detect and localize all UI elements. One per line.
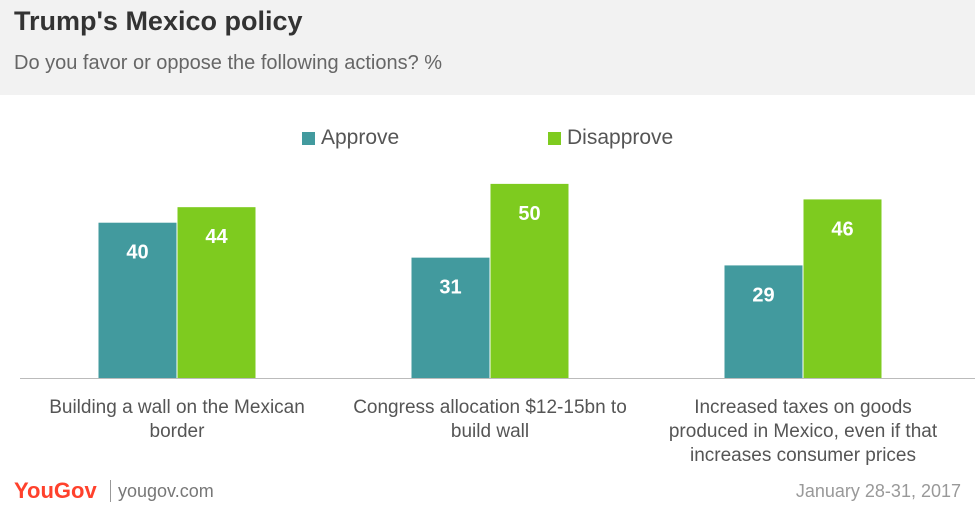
bar-approve-2	[724, 265, 803, 378]
data-label-approve-2: 29	[752, 284, 774, 306]
category-label-line: border	[149, 421, 205, 442]
category-label-2: Increased taxes on goods produced in Mexi…	[648, 396, 958, 468]
bar-disapprove-0	[177, 207, 256, 378]
legend-swatch-approve	[302, 131, 315, 145]
data-label-disapprove-0: 44	[205, 226, 228, 248]
footer-site: yougov.com	[118, 481, 214, 501]
legend-item-disapprove: Disapprove	[548, 126, 673, 150]
data-label-disapprove-1: 50	[518, 203, 540, 225]
category-label-line: Congress allocation $12-15bn to	[353, 397, 627, 418]
category-label-1: Congress allocation $12-15bn to build wal…	[335, 396, 645, 444]
legend-label-disapprove: Disapprove	[567, 126, 674, 149]
bar-approve-1	[411, 257, 490, 378]
category-label-line: produced in Mexico, even if that	[668, 421, 938, 442]
data-label-disapprove-2: 46	[831, 218, 853, 240]
footer-date: January 28-31, 2017	[795, 481, 961, 501]
category-label-line: increases consumer prices	[690, 445, 916, 466]
legend-swatch-disapprove	[548, 131, 561, 145]
data-label-approve-1: 31	[439, 277, 461, 299]
bar-disapprove-2	[803, 199, 882, 378]
chart-header: Trump's Mexico policy Do you favor or op…	[0, 0, 975, 95]
legend-label-approve: Approve	[321, 126, 400, 149]
chart-title: Trump's Mexico policy	[14, 6, 303, 36]
chart-subtitle: Do you favor or oppose the following act…	[14, 52, 443, 74]
chart-legend: Approve Disapprove	[0, 126, 975, 152]
bar-disapprove-1	[490, 183, 569, 378]
footer-divider	[110, 480, 111, 502]
category-label-line: build wall	[450, 421, 530, 442]
category-label-line: Increased taxes on goods	[694, 397, 912, 418]
yougov-logo: YouGov	[14, 478, 97, 503]
category-label-0: Building a wall on the Mexican border	[22, 396, 332, 444]
legend-item-approve: Approve	[302, 126, 399, 150]
data-label-approve-0: 40	[126, 242, 148, 264]
category-label-line: Building a wall on the Mexican	[49, 397, 305, 418]
bar-approve-0	[98, 222, 177, 378]
bar-chart: 40 44 31 50 29 46	[20, 183, 975, 379]
